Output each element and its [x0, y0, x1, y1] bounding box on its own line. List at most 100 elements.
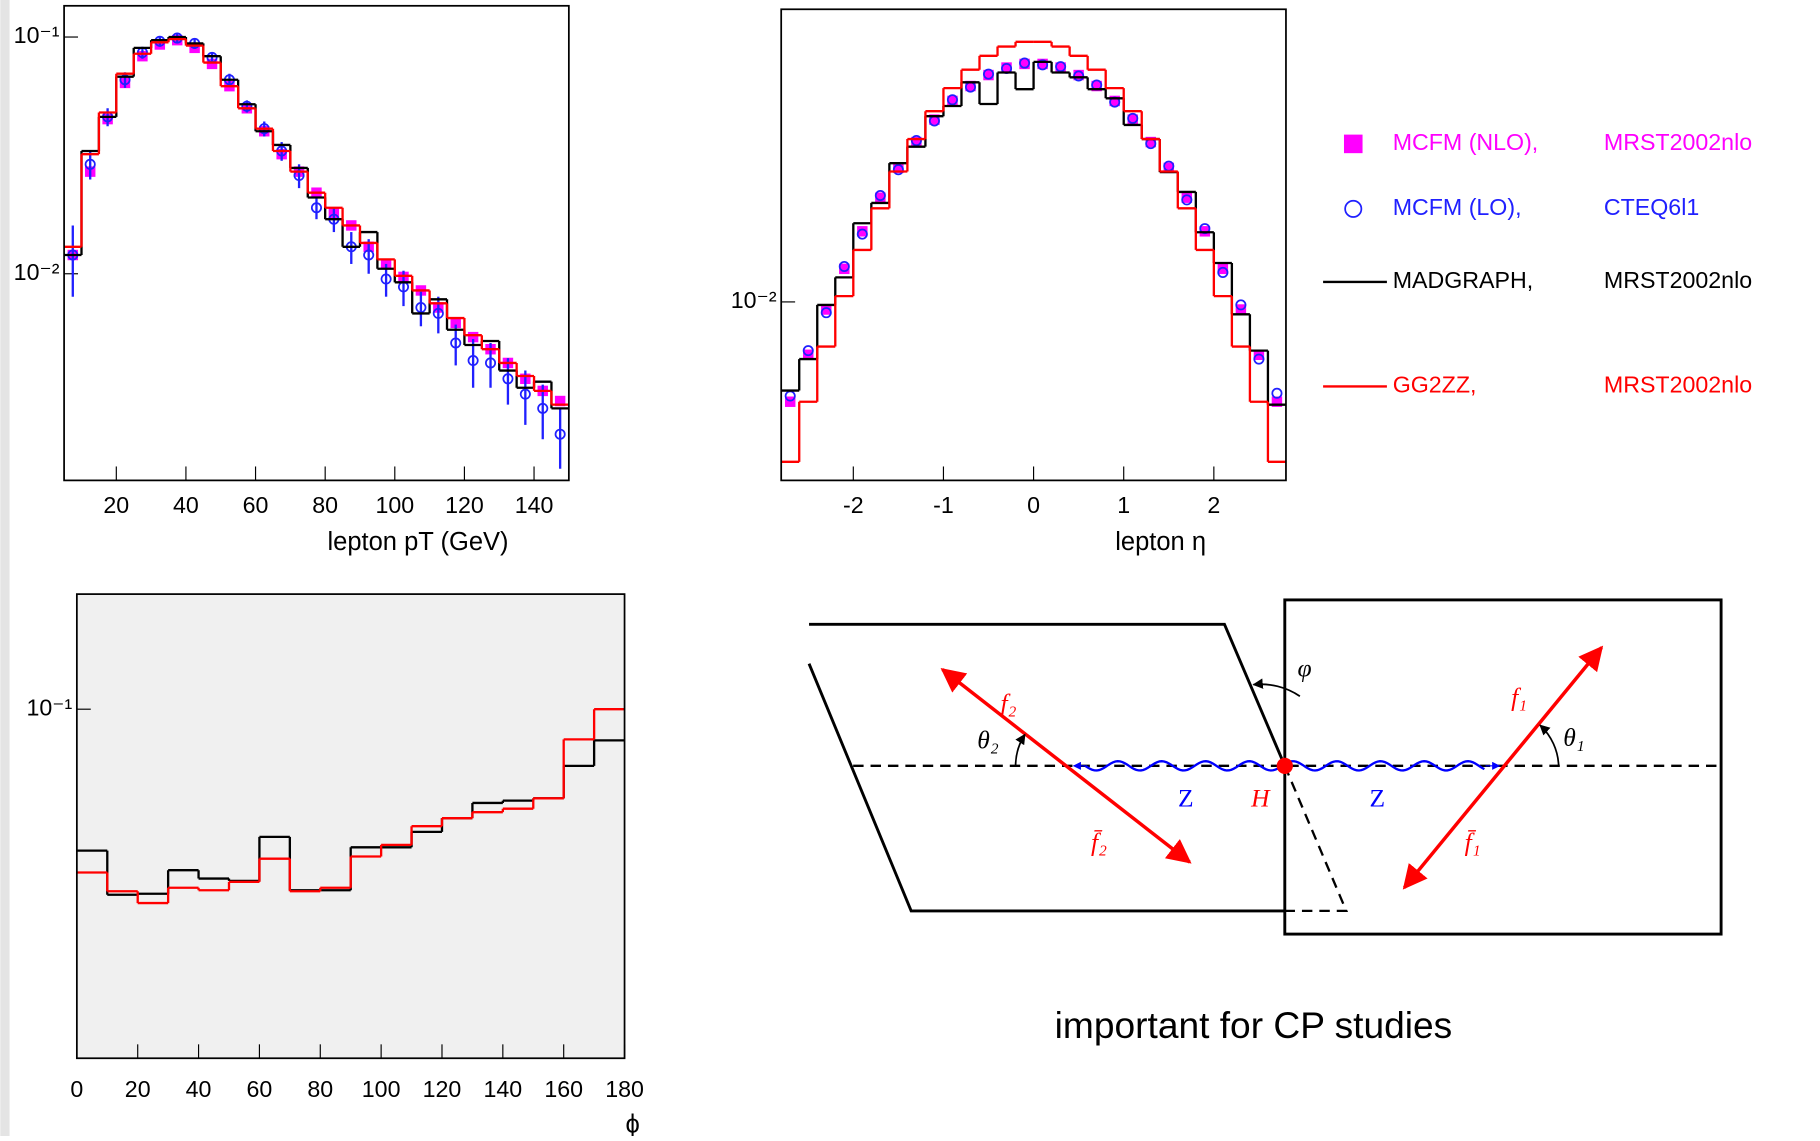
point: [537, 402, 549, 414]
point: [1073, 70, 1085, 82]
point: [450, 337, 462, 349]
x-tick-label: 20: [125, 1076, 151, 1102]
point: [1217, 266, 1229, 278]
point: [554, 395, 566, 407]
legend-label: MCFM (LO),: [1393, 194, 1522, 220]
point: [910, 135, 922, 147]
x-tick-label: 2: [1207, 492, 1220, 518]
point: [1217, 263, 1229, 275]
point: [892, 164, 904, 176]
angle-arc: [1014, 733, 1026, 766]
point: [450, 317, 461, 329]
point: [911, 136, 922, 148]
point: [839, 263, 850, 275]
point: [485, 357, 497, 369]
angle-arc: [1252, 678, 1301, 697]
x-tick-label: 140: [483, 1076, 522, 1102]
point: [415, 302, 427, 314]
point: [1253, 353, 1265, 365]
point: [820, 307, 832, 319]
point: [554, 428, 566, 440]
point: [946, 94, 958, 106]
x-tick-label: 80: [312, 492, 338, 518]
point: [1235, 299, 1247, 311]
x-axis-label: ϕ: [626, 1110, 640, 1136]
point: [1181, 194, 1193, 206]
point: [1271, 396, 1283, 407]
legend-label: GG2ZZ,: [1393, 372, 1477, 398]
label: f̄₂: [1091, 828, 1107, 857]
x-tick-label: 60: [243, 492, 269, 518]
x-tick-label: 120: [423, 1076, 462, 1102]
point: [467, 331, 479, 343]
histogram-risers: [106, 709, 596, 904]
x-tick-label: 100: [375, 492, 414, 518]
label: Z: [1370, 784, 1386, 813]
point: [1163, 162, 1175, 174]
fermion-2: [940, 668, 1192, 864]
point: [432, 307, 444, 319]
legend-marker: [1344, 199, 1363, 218]
y-tick-label: 10⁻¹: [26, 694, 72, 720]
point: [1091, 80, 1102, 92]
caption: important for CP studies: [1055, 1004, 1453, 1046]
x-tick-label: 0: [70, 1076, 83, 1102]
higgs: [1276, 757, 1293, 774]
label: θ₁: [1563, 723, 1584, 752]
point: [1127, 112, 1139, 124]
point: [838, 260, 850, 272]
point: [929, 114, 940, 125]
label: θ₂: [977, 725, 999, 754]
point: [1019, 57, 1031, 69]
point: [893, 162, 904, 174]
point: [874, 189, 886, 202]
point: [1073, 69, 1084, 81]
point: [1055, 62, 1066, 73]
point: [119, 74, 131, 86]
point: [875, 192, 886, 203]
point: [363, 249, 375, 261]
angle-arc: [1539, 724, 1560, 766]
label: f̄₁: [1465, 828, 1481, 857]
plot-frame: [75, 593, 626, 1060]
fermion-1: [1402, 645, 1604, 890]
point: [983, 69, 994, 81]
point: [1055, 61, 1067, 73]
point: [856, 228, 868, 240]
label: f₂: [1001, 688, 1017, 717]
plot-content: [64, 32, 569, 469]
point: [1001, 62, 1012, 73]
label: Z: [1178, 784, 1194, 813]
point: [467, 355, 479, 367]
x-tick-label: 20: [103, 492, 129, 518]
point: [965, 80, 976, 92]
point: [821, 304, 832, 315]
point: [1181, 192, 1193, 203]
plot-content: [76, 708, 625, 905]
point: [310, 202, 322, 214]
edge: [0, 0, 10, 1136]
point: [380, 273, 392, 285]
x-tick-label: 140: [515, 492, 554, 518]
legend-label: MCFM (NLO),: [1393, 129, 1539, 155]
x-tick-label: 40: [173, 492, 199, 518]
point: [947, 95, 958, 107]
plot-frame: [780, 8, 1287, 482]
x-tick-label: -2: [843, 492, 864, 518]
point: [1271, 387, 1283, 399]
x-tick-label: 1: [1117, 492, 1130, 518]
x-tick-label: -1: [933, 492, 954, 518]
label: H: [1250, 784, 1271, 813]
x-tick-label: 120: [445, 492, 484, 518]
legend-marker: [1343, 134, 1363, 154]
legend-label: MRST2002nlo: [1604, 129, 1752, 155]
plot-area: [76, 594, 625, 1059]
plane-left: [807, 663, 1285, 913]
histogram-risers: [80, 39, 553, 405]
point: [1019, 58, 1030, 70]
x-axis-label: lepton η: [1115, 528, 1206, 556]
point: [502, 373, 514, 385]
point: [84, 158, 96, 170]
point: [784, 396, 796, 407]
